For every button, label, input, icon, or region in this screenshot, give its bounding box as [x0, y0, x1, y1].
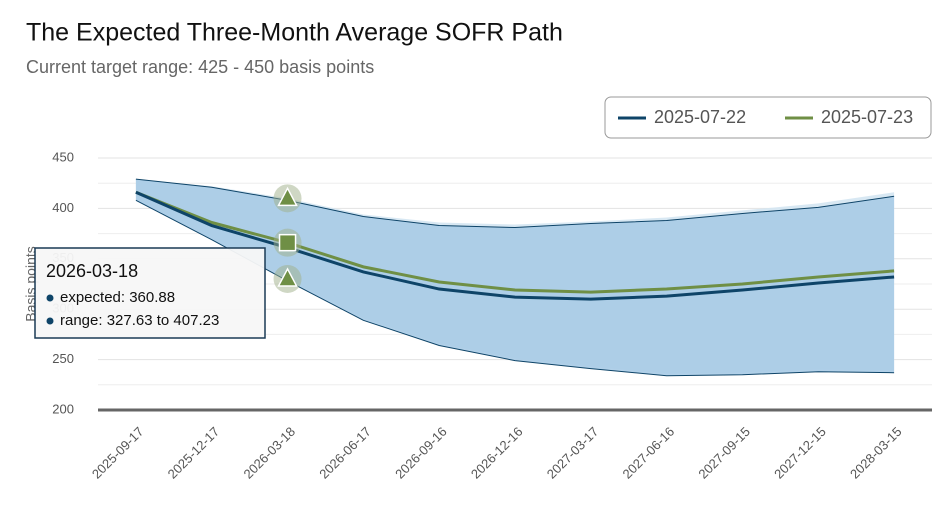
- y-tick-label: 250: [52, 351, 74, 366]
- y-tick-label: 400: [52, 200, 74, 215]
- tooltip-title: 2026-03-18: [46, 261, 138, 281]
- x-tick-label: 2027-03-17: [544, 424, 602, 482]
- y-tick-label: 450: [52, 149, 74, 164]
- x-tick-label: 2026-09-16: [392, 424, 450, 482]
- tooltip-bullet: [46, 294, 54, 302]
- x-tick-label: 2026-03-18: [240, 424, 298, 482]
- x-tick-label: 2026-06-17: [316, 424, 374, 482]
- x-tick-label: 2025-09-17: [89, 424, 147, 482]
- tooltip-bullet: [46, 317, 54, 325]
- y-tick-label: 200: [52, 401, 74, 416]
- marker: [277, 267, 298, 287]
- series-line: [135, 190, 895, 301]
- marker: [277, 186, 298, 207]
- tooltip-line: range: 327.63 to 407.23: [60, 312, 219, 329]
- x-tick-label: 2027-12-15: [771, 424, 829, 482]
- x-tick-label: 2026-12-16: [468, 424, 526, 482]
- x-tick-label: 2025-12-17: [165, 424, 223, 482]
- chart-subtitle: Current target range: 425 - 450 basis po…: [26, 57, 374, 77]
- tooltip-line: expected: 360.88: [60, 289, 175, 306]
- legend-box: [604, 96, 932, 139]
- x-tick-label: 2028-03-15: [847, 424, 905, 482]
- tooltip-box: [34, 247, 266, 339]
- legend-label: 2025-07-22: [654, 107, 746, 127]
- range-high-edge: [135, 178, 895, 229]
- x-tick-label: 2027-06-16: [620, 424, 678, 482]
- legend-label: 2025-07-23: [821, 107, 913, 127]
- x-tick-label: 2027-09-15: [695, 424, 753, 482]
- chart-title: The Expected Three-Month Average SOFR Pa…: [26, 19, 563, 47]
- range-band: [135, 179, 895, 376]
- series-line: [135, 190, 895, 294]
- marker: [278, 233, 297, 252]
